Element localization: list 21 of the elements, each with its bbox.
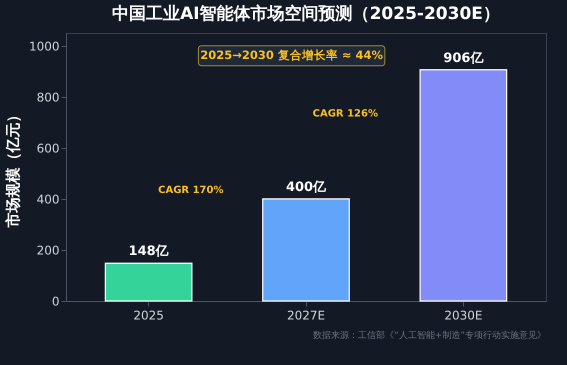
bar [420, 69, 508, 302]
bar [262, 198, 350, 302]
y-tick-label: 600 [36, 141, 60, 156]
y-tick-label: 200 [36, 243, 60, 258]
data-label: 906亿 [443, 50, 484, 66]
y-tick-label: 1000 [28, 39, 60, 54]
annotation: CAGR 170% [158, 184, 224, 196]
x-tick-label: 2025 [133, 308, 164, 322]
y-tick-label: 400 [36, 192, 60, 206]
x-tick-label: 2027E [286, 308, 326, 322]
annotation: 2025→2030 复合增长率 ≈ 44% [200, 48, 384, 62]
bar [104, 262, 192, 302]
source-note: 数据来源：工信部《“人工智能+制造”专项行动实施意见》 [313, 330, 546, 341]
chart-title: 中国工业AI智能体市场空间预测（2025-2030E） [112, 4, 500, 24]
y-axis-title: 市场规模（亿元） [4, 108, 22, 228]
y-tick-label: 800 [36, 90, 60, 104]
data-label: 400亿 [286, 180, 328, 195]
y-tick-label: 0 [52, 294, 60, 308]
data-label: 148亿 [128, 244, 170, 260]
x-tick-label: 2030E [444, 308, 482, 322]
annotation: CAGR 126% [312, 108, 378, 120]
